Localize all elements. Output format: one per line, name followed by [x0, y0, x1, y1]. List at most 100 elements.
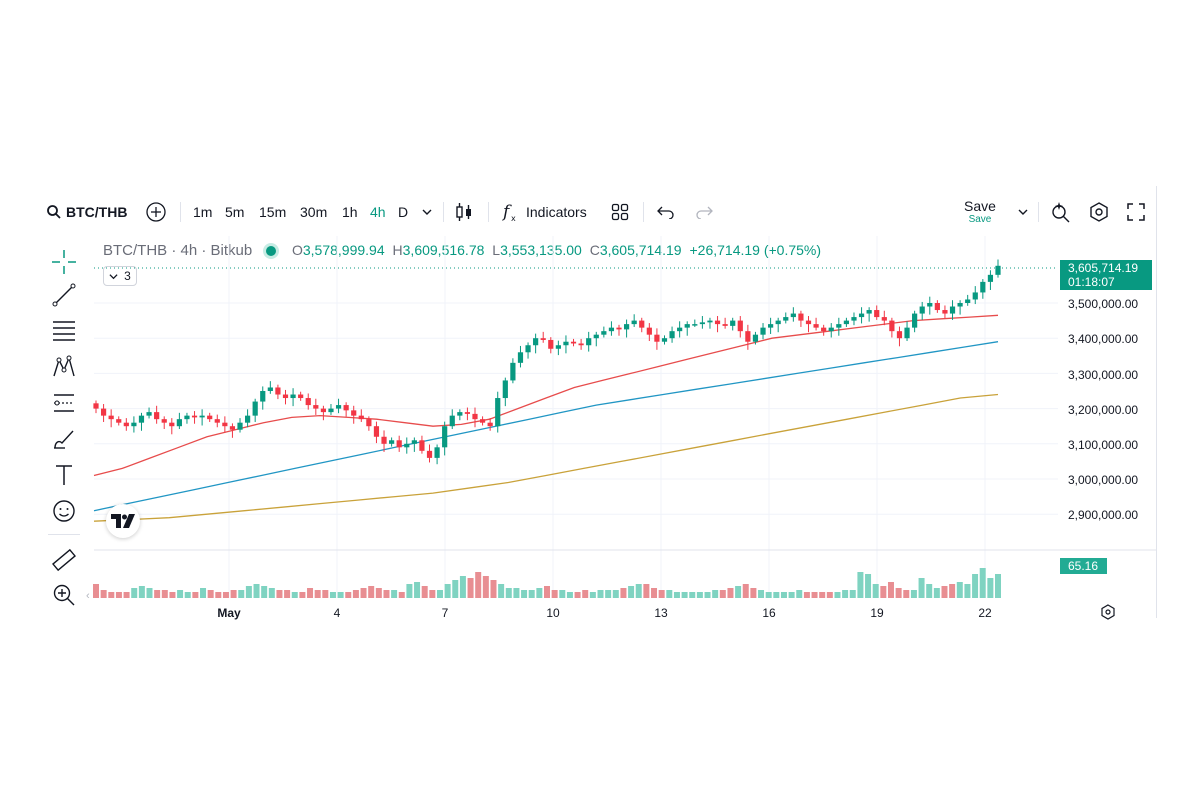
save-dropdown[interactable] [1017, 196, 1029, 228]
price-axis-label: 3,500,000.00 [1068, 297, 1139, 311]
time-axis-label: 10 [546, 606, 560, 620]
volume-bar [276, 590, 283, 598]
volume-bar [949, 584, 956, 598]
candle-body [351, 410, 357, 416]
candle-body [169, 422, 175, 427]
scroll-left-arrow[interactable]: ‹ [86, 590, 90, 602]
settings-button[interactable] [1088, 196, 1110, 228]
volume-bar [559, 590, 566, 598]
volume-bar [651, 588, 658, 598]
volume-bar [758, 590, 765, 598]
emoji-tool[interactable] [50, 497, 78, 525]
volume-bar [436, 590, 443, 598]
layout-button[interactable] [611, 196, 629, 228]
candle-body [442, 426, 448, 448]
volume-bar [673, 592, 680, 598]
bar-countdown: 01:18:07 [1068, 275, 1115, 289]
candle-body [760, 327, 766, 335]
volume-bar [551, 590, 558, 598]
volume-bar [475, 572, 482, 598]
timeframe-5m[interactable]: 5m [225, 204, 245, 220]
candle-body [601, 331, 607, 335]
volume-bar [490, 580, 497, 598]
ma-fast-line [93, 314, 999, 477]
redo-button[interactable] [695, 196, 713, 228]
candle-body [389, 440, 395, 444]
time-axis-label: 4 [333, 606, 341, 620]
timeframe-4h[interactable]: 4h [370, 204, 386, 220]
text-tool[interactable] [50, 461, 78, 489]
chart-type-button[interactable] [455, 196, 473, 228]
volume-bar [826, 592, 833, 598]
volume-bar [429, 590, 436, 598]
candle-body [548, 339, 554, 349]
toolbar-divider [180, 202, 181, 222]
timeframe-1m[interactable]: 1m [193, 204, 213, 220]
volume-bar [406, 584, 413, 598]
fullscreen-button[interactable] [1127, 196, 1145, 228]
timeframe-15m[interactable]: 15m [259, 204, 287, 220]
volume-bar [322, 590, 329, 598]
volume-bar [995, 574, 1001, 598]
market-status-dot [266, 246, 277, 257]
candle-body [866, 310, 872, 314]
candle-body [692, 324, 698, 326]
redo-icon [696, 206, 713, 219]
timeframe-30m[interactable]: 30m [300, 204, 328, 220]
symbol-label: BTC/THB [66, 204, 128, 220]
candle-body [222, 422, 228, 427]
compare-symbol-button[interactable] [145, 196, 167, 228]
ruler-tool[interactable] [50, 546, 78, 574]
candle-body [411, 440, 417, 444]
volume-bar [696, 592, 703, 598]
volume-bar [566, 592, 573, 598]
undo-button[interactable] [657, 196, 675, 228]
crosshair-tool[interactable] [50, 248, 78, 276]
indicators-collapse-button[interactable]: 3 [103, 266, 137, 286]
brush-tool[interactable] [50, 425, 78, 453]
forecast-tool[interactable] [50, 389, 78, 417]
symbol-search-button[interactable]: BTC/THB [46, 196, 127, 228]
toolbar-divider [488, 202, 489, 222]
zoom-in-tool[interactable] [50, 581, 78, 609]
price-axis-label: 2,900,000.00 [1068, 508, 1139, 522]
candle-body [237, 422, 243, 430]
volume-bar [788, 592, 795, 598]
volume-bar [100, 590, 107, 598]
fib-tool[interactable] [50, 317, 78, 345]
candle-body [586, 338, 592, 346]
save-button[interactable]: Save Save [964, 196, 996, 228]
svg-text:f: f [502, 202, 512, 222]
volume-bar [842, 590, 849, 598]
tradingview-logo[interactable] [106, 504, 140, 538]
legend-open-label: O [291, 242, 303, 258]
volume-bar [169, 592, 176, 598]
candle-body [972, 292, 978, 300]
volume-bar [857, 572, 864, 598]
candle-body [661, 338, 668, 342]
candle-body [252, 401, 258, 416]
toolbar-divider [1038, 202, 1039, 222]
timeframe-d[interactable]: D [398, 204, 409, 220]
candle-body [578, 343, 584, 346]
volume-bar [979, 568, 986, 598]
timeframe-dropdown[interactable] [421, 196, 433, 228]
volume-bar [161, 590, 168, 598]
add-circle-icon [146, 202, 166, 222]
volume-bar [880, 586, 887, 598]
pattern-tool[interactable] [50, 353, 78, 381]
timeframe-1h[interactable]: 1h [342, 204, 358, 220]
candle-body [282, 394, 289, 399]
candle-body [138, 415, 145, 423]
quick-search-button[interactable] [1050, 196, 1072, 228]
volume-bar [444, 584, 451, 598]
volume-bar [421, 586, 428, 598]
candle-body [525, 345, 531, 353]
candle-body [980, 281, 986, 293]
candle-body [404, 443, 410, 448]
trend-line-tool[interactable] [50, 281, 78, 309]
candle-body [965, 299, 971, 303]
axis-settings-button[interactable] [1100, 604, 1116, 625]
volume-bar [253, 584, 260, 598]
